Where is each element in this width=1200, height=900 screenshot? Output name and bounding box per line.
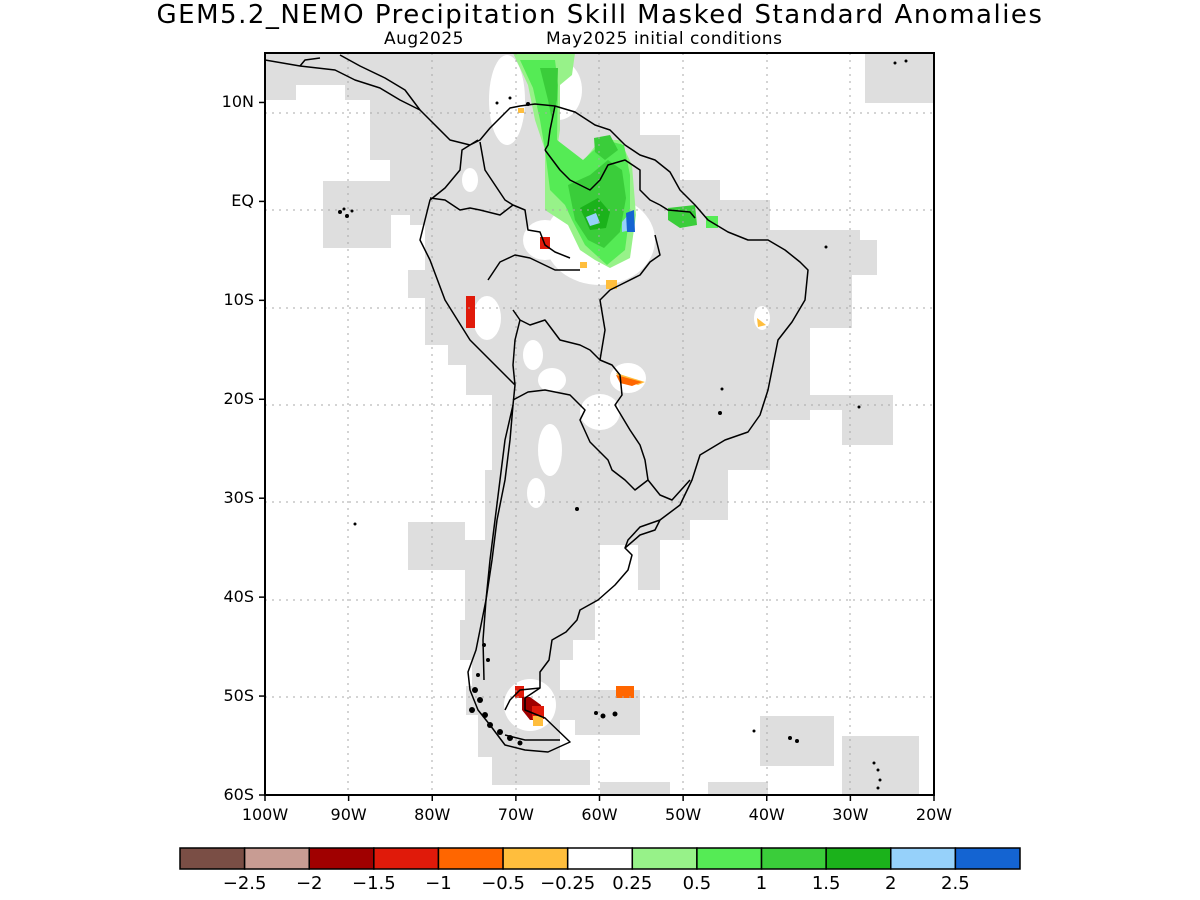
colorbar-swatch — [954, 847, 1021, 870]
lat-label: EQ — [231, 191, 254, 211]
colorbar-swatch — [696, 847, 763, 870]
lat-label: 10S — [223, 290, 254, 310]
colorbar-swatch — [308, 847, 375, 870]
lon-label: 60W — [581, 805, 618, 824]
colorbar-label: −1.5 — [351, 873, 396, 894]
colorbar-label: 2.5 — [941, 873, 970, 894]
colorbar-swatch — [502, 847, 569, 870]
islands — [338, 59, 908, 790]
colorbar-label: −2 — [295, 873, 323, 894]
colorbar-label: −0.25 — [540, 873, 596, 894]
colorbar-swatch — [437, 847, 504, 870]
lon-label: 30W — [832, 805, 869, 824]
colorbar-label: 0.25 — [612, 873, 653, 894]
colorbar-label: 0.5 — [682, 873, 712, 894]
colorbar-label: 2 — [885, 873, 897, 894]
precipitation-positive-anomalies — [513, 53, 718, 268]
colorbar-label: −2.5 — [222, 873, 267, 894]
colorbar-label: −0.5 — [481, 873, 525, 894]
lat-label: 10N — [221, 92, 254, 112]
colorbar-swatch — [179, 847, 246, 870]
lat-label: 40S — [223, 587, 254, 607]
colorbar-swatch — [566, 847, 634, 870]
chart-title: GEM5.2_NEMO Precipitation Skill Masked S… — [156, 0, 1044, 30]
colorbar-swatch — [825, 847, 892, 870]
lon-label: 50W — [665, 805, 702, 824]
axis-ticks — [259, 101, 935, 801]
colorbar-swatch — [890, 847, 957, 870]
lon-label: 100W — [241, 805, 289, 824]
lon-label: 40W — [748, 805, 785, 824]
initial-conditions: May2025 initial conditions — [546, 29, 783, 49]
colorbar-label: −1 — [425, 873, 452, 894]
colorbar-label: 1 — [755, 873, 768, 894]
lat-label: 20S — [223, 389, 254, 409]
colorbar-swatch — [631, 847, 698, 870]
lat-label: 30S — [223, 488, 254, 508]
colorbar-swatch — [760, 847, 827, 870]
colorbar-label: 1.5 — [811, 873, 841, 894]
lon-label: 20W — [915, 805, 953, 824]
graticule — [265, 53, 934, 795]
lon-label: 80W — [414, 805, 451, 824]
colorbar-swatch — [373, 847, 440, 870]
forecast-month: Aug2025 — [384, 29, 464, 49]
lon-label: 90W — [330, 805, 367, 824]
colorbar — [179, 847, 1021, 870]
lon-label: 70W — [497, 805, 534, 824]
colorbar-swatch — [243, 847, 310, 870]
lat-label: 60S — [223, 785, 254, 804]
lat-label: 50S — [223, 686, 254, 706]
